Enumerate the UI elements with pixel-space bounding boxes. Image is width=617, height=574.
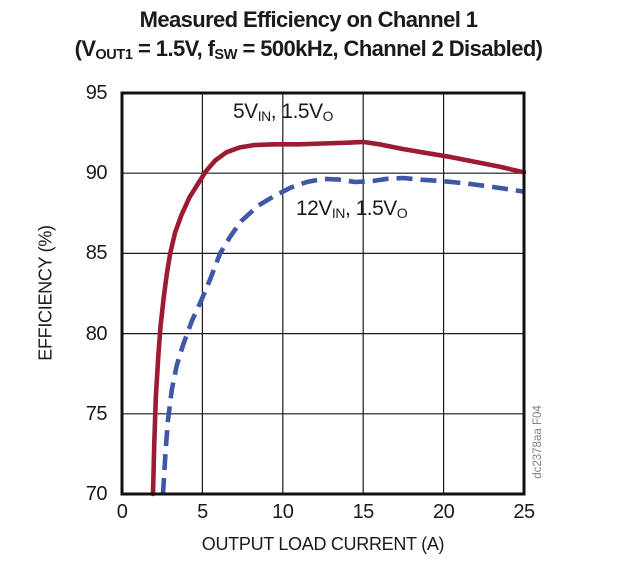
- curve-5vin-1-5vo: [150, 139, 527, 497]
- x-tick-label: 5: [197, 501, 208, 523]
- x-tick-label: 0: [116, 501, 128, 523]
- y-tick-label: 80: [85, 322, 108, 345]
- plot-frame: [120, 91, 526, 496]
- series-label-5vin: 5VIN, 1.5VO: [233, 100, 334, 124]
- curve-12vin-1-5vo: [160, 175, 525, 495]
- y-axis-title: EFFICIENCY (%): [35, 225, 56, 361]
- figure-code-watermark: dc2378aa F04: [532, 405, 544, 479]
- series-label-12vin: 12VIN, 1.5VO: [296, 197, 408, 221]
- data-curves: [150, 139, 527, 497]
- x-tick-label: 10: [272, 501, 294, 523]
- x-tick-label: 15: [352, 501, 375, 523]
- x-tick-label: 20: [432, 501, 455, 523]
- x-axis-title: OUTPUT LOAD CURRENT (A): [201, 534, 445, 554]
- y-tick-label: 90: [85, 162, 108, 185]
- y-tick-label: 95: [85, 82, 108, 104]
- x-tick-label: 25: [513, 501, 535, 523]
- chart-title-line1: Measured Efficiency on Channel 1: [139, 7, 478, 32]
- y-tick-label: 75: [85, 402, 108, 425]
- chart-title-line2: (VOUT1 = 1.5V, fSW = 500kHz, Channel 2 D…: [74, 36, 543, 63]
- chart-title: Measured Efficiency on Channel 1 (VOUT1 …: [0, 5, 617, 70]
- y-tick-label: 85: [85, 242, 108, 265]
- y-tick-label: 70: [85, 483, 108, 505]
- grid-lines: [122, 93, 524, 494]
